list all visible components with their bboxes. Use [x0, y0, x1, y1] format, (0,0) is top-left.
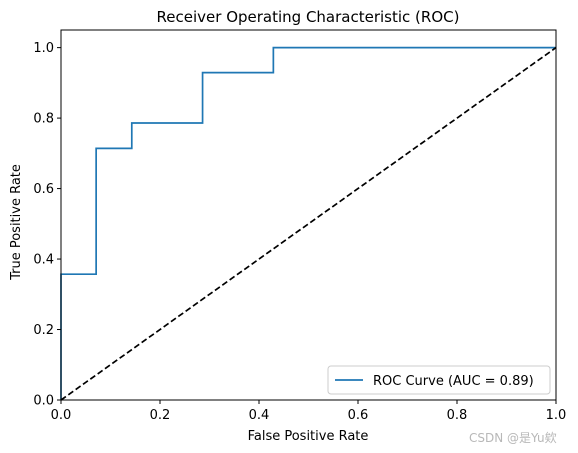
y-tick-label: 0.0 [33, 394, 54, 409]
roc-curve-line [60, 46, 556, 400]
chart-title: Receiver Operating Characteristic (ROC) [157, 8, 460, 26]
legend: ROC Curve (AUC = 0.89) [327, 365, 551, 395]
axis-ticks: 0.0 0.2 0.4 0.6 0.8 1.0 0.0 0.2 0.4 0.6 0.8 1.0 [33, 41, 566, 423]
x-tick-label: 0.6 [348, 408, 369, 423]
y-tick-label: 1.0 [33, 41, 54, 56]
x-tick-label: 0.4 [249, 408, 270, 423]
x-tick-label: 0.0 [51, 408, 72, 423]
plot-area [60, 29, 557, 401]
legend-box [327, 365, 551, 395]
x-tick-label: 1.0 [546, 408, 567, 423]
y-tick-label: 0.6 [33, 182, 54, 197]
x-axis-label: False Positive Rate [248, 429, 369, 444]
chance-diagonal-line [60, 46, 557, 401]
legend-label-roc: ROC Curve (AUC = 0.89) [373, 374, 534, 389]
y-tick-label: 0.2 [33, 323, 54, 338]
x-tick-label: 0.8 [447, 408, 468, 423]
y-axis-label: True Positive Rate [9, 164, 24, 281]
axes-frame [60, 29, 557, 401]
x-tick-label: 0.2 [150, 408, 171, 423]
watermark: CSDN @是Yu欸 [469, 431, 557, 445]
y-tick-label: 0.8 [33, 112, 54, 127]
y-tick-label: 0.4 [33, 253, 54, 268]
